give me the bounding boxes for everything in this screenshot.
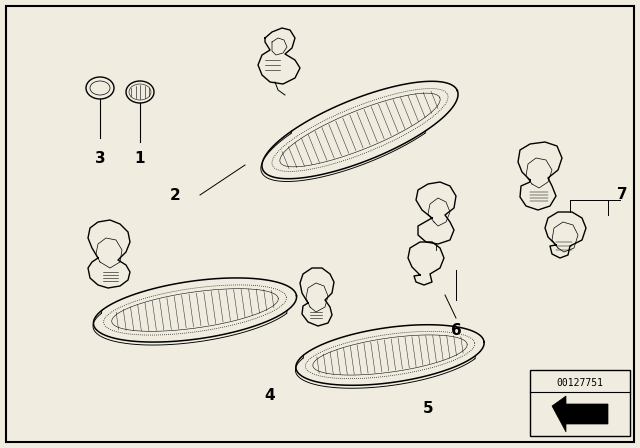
Text: 00127751: 00127751 [557,378,604,388]
Text: 6: 6 [451,323,461,337]
Text: 3: 3 [95,151,106,165]
Polygon shape [552,396,608,432]
Text: 4: 4 [265,388,275,402]
Text: 5: 5 [422,401,433,415]
Text: 1: 1 [135,151,145,165]
Bar [530,370,630,436]
Text: 7: 7 [617,186,627,202]
Text: 2: 2 [170,188,180,202]
